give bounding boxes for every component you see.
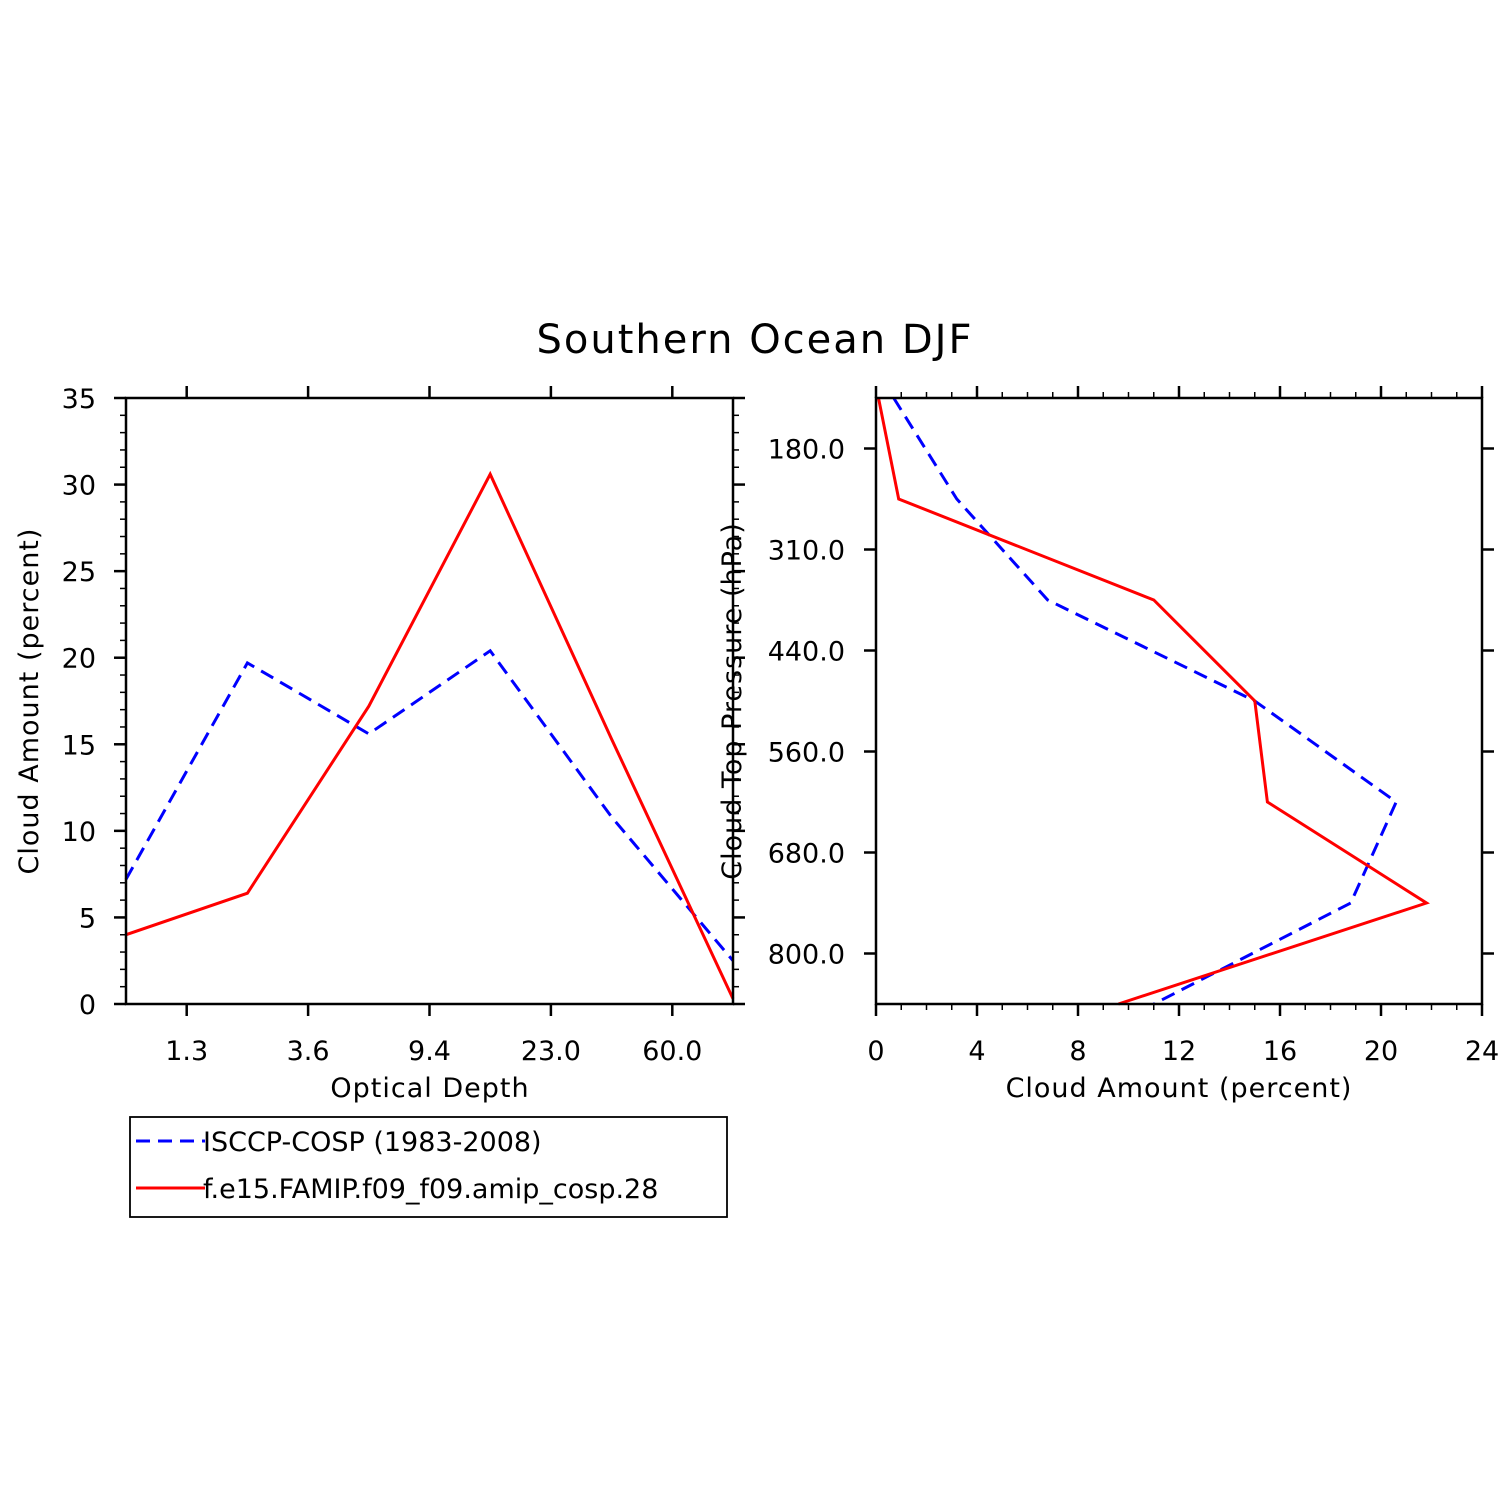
cloud-top-pressure-y-label: Cloud Top Pressure (hPa)	[717, 522, 748, 880]
right-x-tick-label: 8	[1069, 1036, 1086, 1067]
cloud-top-pressure-ticks: 0 4 8 12 16 20 24 180.0 310.0 440.0 560.0 680.0 800.…	[768, 386, 1499, 1067]
left-x-tick-label: 1.3	[165, 1036, 208, 1067]
right-x-tick-label: 0	[867, 1036, 884, 1067]
legend: ISCCP-COSP (1983-2008) f.e15.FAMIP.f09_f…	[129, 1116, 728, 1218]
left-x-tick-label: 23.0	[521, 1036, 581, 1067]
optical-depth-y-label: Cloud Amount (percent)	[14, 528, 45, 875]
right-series-model-line	[877, 397, 1430, 1006]
left-series-obs-line	[124, 648, 735, 962]
legend-label-model: f.e15.FAMIP.f09_f09.amip_cosp.28	[203, 1174, 658, 1205]
cloud-top-pressure-panel: 0 4 8 12 16 20 24 180.0 310.0 440.0 560.0 680.0 800.…	[717, 386, 1499, 1104]
left-y-tick-label: 30	[62, 471, 96, 502]
right-x-tick-label: 4	[968, 1036, 985, 1067]
left-y-tick-label: 20	[62, 644, 96, 675]
left-x-tick-label: 9.4	[408, 1036, 451, 1067]
right-y-tick-label: 440.0	[768, 637, 845, 668]
right-y-tick-label: 310.0	[768, 536, 845, 567]
right-y-tick-label: 560.0	[768, 738, 845, 769]
left-y-tick-label: 5	[79, 903, 96, 934]
right-x-tick-label: 24	[1465, 1036, 1499, 1067]
chart-title: Southern Ocean DJF	[537, 317, 974, 363]
right-y-tick-label: 680.0	[768, 839, 845, 870]
optical-depth-panel: 0 5 10 15 20 25 30 35 1.3 3.6 9.4 23.0 60.0 Optical …	[14, 384, 745, 1104]
right-x-tick-label: 16	[1263, 1036, 1297, 1067]
right-series-obs-line	[892, 397, 1399, 1006]
right-x-tick-label: 12	[1162, 1036, 1196, 1067]
left-x-tick-label: 3.6	[287, 1036, 330, 1067]
cloud-top-pressure-plot-area	[877, 397, 1430, 1006]
right-x-tick-label: 20	[1364, 1036, 1398, 1067]
left-y-tick-label: 15	[62, 730, 96, 761]
right-y-tick-label: 180.0	[768, 435, 845, 466]
left-y-tick-label: 35	[62, 384, 96, 415]
left-x-tick-label: 60.0	[642, 1036, 702, 1067]
left-y-tick-label: 10	[62, 817, 96, 848]
optical-depth-x-label: Optical Depth	[330, 1073, 529, 1104]
legend-label-obs: ISCCP-COSP (1983-2008)	[203, 1127, 542, 1158]
legend-box	[129, 1116, 728, 1218]
cloud-amount-x-label: Cloud Amount (percent)	[1006, 1073, 1353, 1104]
left-y-tick-label: 25	[62, 557, 96, 588]
optical-depth-ticks: 0 5 10 15 20 25 30 35 1.3 3.6 9.4 23.0 60.0	[62, 384, 745, 1067]
right-y-tick-label: 800.0	[768, 940, 845, 971]
optical-depth-plot-area	[124, 470, 735, 1000]
optical-depth-plot-frame	[124, 396, 735, 1006]
left-series-model-line	[125, 470, 735, 1000]
left-y-tick-label: 0	[79, 990, 96, 1021]
